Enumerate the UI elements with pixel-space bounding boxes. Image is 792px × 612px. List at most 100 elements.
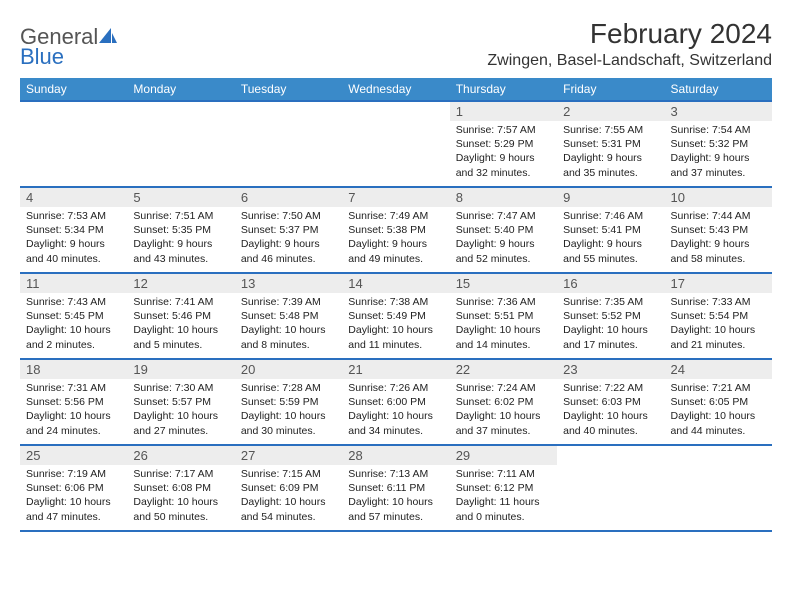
day-number: 18: [20, 360, 127, 379]
day-header: Saturday: [665, 78, 772, 101]
day-cell: 28Sunrise: 7:13 AMSunset: 6:11 PMDayligh…: [342, 445, 449, 531]
day-details: Sunrise: 7:39 AMSunset: 5:48 PMDaylight:…: [235, 293, 342, 354]
day-cell: 1Sunrise: 7:57 AMSunset: 5:29 PMDaylight…: [450, 101, 557, 187]
day-cell: 12Sunrise: 7:41 AMSunset: 5:46 PMDayligh…: [127, 273, 234, 359]
day-details: Sunrise: 7:55 AMSunset: 5:31 PMDaylight:…: [557, 121, 664, 182]
header: General Blue February 2024 Zwingen, Base…: [20, 18, 772, 70]
week-row: 11Sunrise: 7:43 AMSunset: 5:45 PMDayligh…: [20, 273, 772, 359]
day-cell: [235, 101, 342, 187]
day-cell: [557, 445, 664, 531]
day-cell: [342, 101, 449, 187]
day-number: 29: [450, 446, 557, 465]
day-number: 7: [342, 188, 449, 207]
day-number: 12: [127, 274, 234, 293]
day-header: Monday: [127, 78, 234, 101]
day-details: Sunrise: 7:35 AMSunset: 5:52 PMDaylight:…: [557, 293, 664, 354]
day-number: 25: [20, 446, 127, 465]
day-number: 10: [665, 188, 772, 207]
day-number: 22: [450, 360, 557, 379]
day-number: 2: [557, 102, 664, 121]
title-block: February 2024 Zwingen, Basel-Landschaft,…: [487, 18, 772, 70]
day-header: Tuesday: [235, 78, 342, 101]
day-number: 6: [235, 188, 342, 207]
day-details: Sunrise: 7:47 AMSunset: 5:40 PMDaylight:…: [450, 207, 557, 268]
day-cell: 14Sunrise: 7:38 AMSunset: 5:49 PMDayligh…: [342, 273, 449, 359]
day-header: Thursday: [450, 78, 557, 101]
day-cell: 17Sunrise: 7:33 AMSunset: 5:54 PMDayligh…: [665, 273, 772, 359]
day-details: Sunrise: 7:31 AMSunset: 5:56 PMDaylight:…: [20, 379, 127, 440]
day-number: 16: [557, 274, 664, 293]
day-cell: 5Sunrise: 7:51 AMSunset: 5:35 PMDaylight…: [127, 187, 234, 273]
day-cell: 13Sunrise: 7:39 AMSunset: 5:48 PMDayligh…: [235, 273, 342, 359]
day-details: Sunrise: 7:24 AMSunset: 6:02 PMDaylight:…: [450, 379, 557, 440]
day-number: 1: [450, 102, 557, 121]
day-details: Sunrise: 7:50 AMSunset: 5:37 PMDaylight:…: [235, 207, 342, 268]
day-cell: 25Sunrise: 7:19 AMSunset: 6:06 PMDayligh…: [20, 445, 127, 531]
day-cell: 20Sunrise: 7:28 AMSunset: 5:59 PMDayligh…: [235, 359, 342, 445]
day-details: Sunrise: 7:26 AMSunset: 6:00 PMDaylight:…: [342, 379, 449, 440]
day-number: 20: [235, 360, 342, 379]
day-details: Sunrise: 7:41 AMSunset: 5:46 PMDaylight:…: [127, 293, 234, 354]
day-number: 21: [342, 360, 449, 379]
location-subtitle: Zwingen, Basel-Landschaft, Switzerland: [487, 52, 772, 70]
day-cell: [20, 101, 127, 187]
day-details: Sunrise: 7:53 AMSunset: 5:34 PMDaylight:…: [20, 207, 127, 268]
day-cell: 18Sunrise: 7:31 AMSunset: 5:56 PMDayligh…: [20, 359, 127, 445]
day-details: Sunrise: 7:46 AMSunset: 5:41 PMDaylight:…: [557, 207, 664, 268]
day-number: 13: [235, 274, 342, 293]
day-cell: 22Sunrise: 7:24 AMSunset: 6:02 PMDayligh…: [450, 359, 557, 445]
day-details: Sunrise: 7:30 AMSunset: 5:57 PMDaylight:…: [127, 379, 234, 440]
day-cell: 15Sunrise: 7:36 AMSunset: 5:51 PMDayligh…: [450, 273, 557, 359]
day-details: Sunrise: 7:57 AMSunset: 5:29 PMDaylight:…: [450, 121, 557, 182]
day-number: 17: [665, 274, 772, 293]
week-row: 4Sunrise: 7:53 AMSunset: 5:34 PMDaylight…: [20, 187, 772, 273]
day-number: 14: [342, 274, 449, 293]
day-number: 11: [20, 274, 127, 293]
day-number: 26: [127, 446, 234, 465]
day-header-row: Sunday Monday Tuesday Wednesday Thursday…: [20, 78, 772, 101]
day-header: Sunday: [20, 78, 127, 101]
day-cell: 27Sunrise: 7:15 AMSunset: 6:09 PMDayligh…: [235, 445, 342, 531]
day-cell: 11Sunrise: 7:43 AMSunset: 5:45 PMDayligh…: [20, 273, 127, 359]
page-title: February 2024: [487, 18, 772, 50]
calendar-table: Sunday Monday Tuesday Wednesday Thursday…: [20, 78, 772, 532]
day-number: 4: [20, 188, 127, 207]
day-cell: 16Sunrise: 7:35 AMSunset: 5:52 PMDayligh…: [557, 273, 664, 359]
day-details: Sunrise: 7:54 AMSunset: 5:32 PMDaylight:…: [665, 121, 772, 182]
day-number: 3: [665, 102, 772, 121]
day-number: 9: [557, 188, 664, 207]
day-cell: 2Sunrise: 7:55 AMSunset: 5:31 PMDaylight…: [557, 101, 664, 187]
day-header: Friday: [557, 78, 664, 101]
day-cell: [127, 101, 234, 187]
day-cell: 26Sunrise: 7:17 AMSunset: 6:08 PMDayligh…: [127, 445, 234, 531]
day-details: Sunrise: 7:51 AMSunset: 5:35 PMDaylight:…: [127, 207, 234, 268]
logo-word-stack: General Blue: [20, 24, 118, 70]
week-row: 18Sunrise: 7:31 AMSunset: 5:56 PMDayligh…: [20, 359, 772, 445]
day-header: Wednesday: [342, 78, 449, 101]
day-cell: 3Sunrise: 7:54 AMSunset: 5:32 PMDaylight…: [665, 101, 772, 187]
day-cell: [665, 445, 772, 531]
day-cell: 8Sunrise: 7:47 AMSunset: 5:40 PMDaylight…: [450, 187, 557, 273]
day-cell: 9Sunrise: 7:46 AMSunset: 5:41 PMDaylight…: [557, 187, 664, 273]
day-number: 23: [557, 360, 664, 379]
brand-part2: Blue: [20, 44, 64, 69]
day-details: Sunrise: 7:28 AMSunset: 5:59 PMDaylight:…: [235, 379, 342, 440]
day-cell: 6Sunrise: 7:50 AMSunset: 5:37 PMDaylight…: [235, 187, 342, 273]
brand-logo: General Blue: [20, 18, 118, 70]
day-cell: 23Sunrise: 7:22 AMSunset: 6:03 PMDayligh…: [557, 359, 664, 445]
day-details: Sunrise: 7:22 AMSunset: 6:03 PMDaylight:…: [557, 379, 664, 440]
day-details: Sunrise: 7:44 AMSunset: 5:43 PMDaylight:…: [665, 207, 772, 268]
day-number: 24: [665, 360, 772, 379]
day-details: Sunrise: 7:33 AMSunset: 5:54 PMDaylight:…: [665, 293, 772, 354]
day-details: Sunrise: 7:43 AMSunset: 5:45 PMDaylight:…: [20, 293, 127, 354]
day-number: 15: [450, 274, 557, 293]
day-cell: 10Sunrise: 7:44 AMSunset: 5:43 PMDayligh…: [665, 187, 772, 273]
day-details: Sunrise: 7:38 AMSunset: 5:49 PMDaylight:…: [342, 293, 449, 354]
day-cell: 21Sunrise: 7:26 AMSunset: 6:00 PMDayligh…: [342, 359, 449, 445]
week-row: 25Sunrise: 7:19 AMSunset: 6:06 PMDayligh…: [20, 445, 772, 531]
day-number: 28: [342, 446, 449, 465]
day-details: Sunrise: 7:49 AMSunset: 5:38 PMDaylight:…: [342, 207, 449, 268]
day-cell: 19Sunrise: 7:30 AMSunset: 5:57 PMDayligh…: [127, 359, 234, 445]
day-number: 8: [450, 188, 557, 207]
day-details: Sunrise: 7:21 AMSunset: 6:05 PMDaylight:…: [665, 379, 772, 440]
